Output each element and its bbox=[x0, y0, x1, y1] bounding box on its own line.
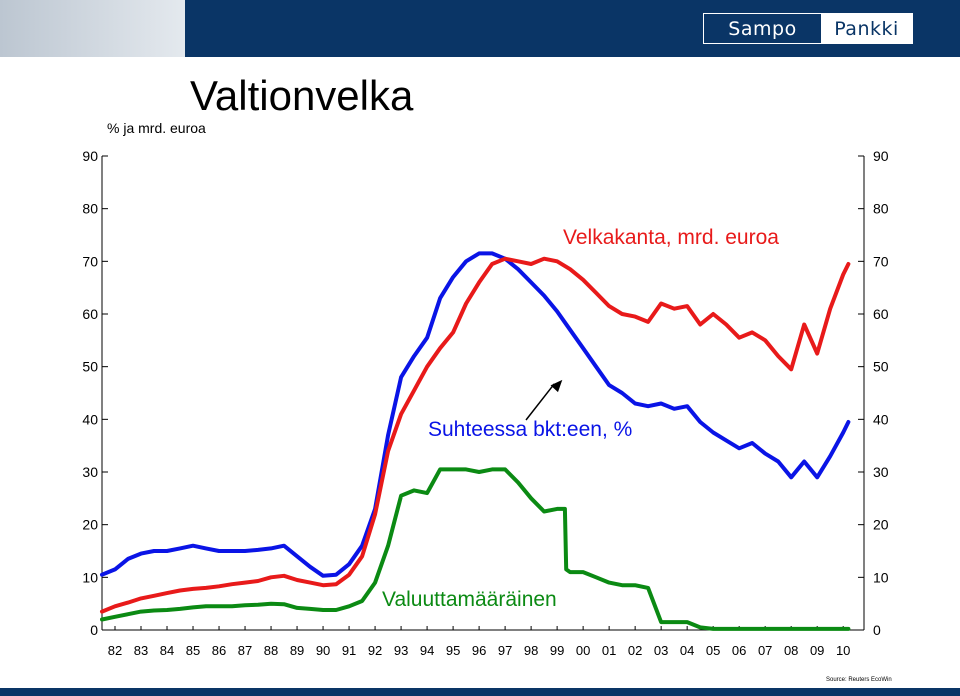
y-tick-label-left: 80 bbox=[82, 201, 98, 217]
header-gradient bbox=[0, 0, 185, 57]
x-tick-label: 92 bbox=[368, 643, 382, 658]
y-tick-label-right: 30 bbox=[873, 464, 889, 480]
y-tick-label-left: 60 bbox=[82, 306, 98, 322]
annotation-layer: Velkakanta, mrd. euroa Suhteessa bkt:een,… bbox=[382, 226, 779, 611]
y-tick-label-right: 80 bbox=[873, 201, 889, 217]
y-tick-label-left: 10 bbox=[82, 569, 98, 585]
logo-pankki-text: Pankki bbox=[821, 14, 912, 43]
y-tick-label-left: 70 bbox=[82, 253, 98, 269]
y-tick-label-left: 30 bbox=[82, 464, 98, 480]
y-tick-label-left: 50 bbox=[82, 359, 98, 375]
x-tick-label: 01 bbox=[602, 643, 616, 658]
x-tick-label: 00 bbox=[576, 643, 590, 658]
x-tick-label: 88 bbox=[264, 643, 278, 658]
x-tick-label: 98 bbox=[524, 643, 538, 658]
x-tick-label: 07 bbox=[758, 643, 772, 658]
y-tick-label-right: 20 bbox=[873, 517, 889, 533]
x-tick-label: 90 bbox=[316, 643, 330, 658]
y-tick-label-right: 40 bbox=[873, 411, 889, 427]
unit-label: % ja mrd. euroa bbox=[107, 120, 206, 136]
x-tick-label: 99 bbox=[550, 643, 564, 658]
x-tick-label: 87 bbox=[238, 643, 252, 658]
x-tick-label: 03 bbox=[654, 643, 668, 658]
x-tick-label: 84 bbox=[160, 643, 174, 658]
x-tick-label: 89 bbox=[290, 643, 304, 658]
x-tick-label: 93 bbox=[394, 643, 408, 658]
x-tick-label: 06 bbox=[732, 643, 746, 658]
footer-bar bbox=[0, 688, 960, 696]
annotation-label-3: Valuuttamääräinen bbox=[382, 588, 557, 611]
x-tick-label: 91 bbox=[342, 643, 356, 658]
series-line-3 bbox=[100, 467, 851, 631]
x-tick-label: 96 bbox=[472, 643, 486, 658]
x-tick-label: 97 bbox=[498, 643, 512, 658]
x-tick-label: 04 bbox=[680, 643, 694, 658]
x-tick-label: 10 bbox=[836, 643, 850, 658]
annotation-arrow-head bbox=[550, 379, 563, 393]
x-tick-label: 08 bbox=[784, 643, 798, 658]
y-tick-label-right: 0 bbox=[873, 622, 881, 638]
y-tick-label-right: 70 bbox=[873, 253, 889, 269]
x-tick-label: 85 bbox=[186, 643, 200, 658]
y-tick-label-right: 50 bbox=[873, 359, 889, 375]
x-tick-label: 95 bbox=[446, 643, 460, 658]
series-layer bbox=[100, 251, 851, 631]
sampo-pankki-logo: Sampo Pankki bbox=[703, 13, 913, 44]
x-tick-label: 09 bbox=[810, 643, 824, 658]
annotation-label-1: Velkakanta, mrd. euroa bbox=[563, 226, 779, 249]
x-tick-label: 02 bbox=[628, 643, 642, 658]
x-tick-label: 94 bbox=[420, 643, 434, 658]
series-line-1 bbox=[100, 251, 851, 578]
logo-sampo-text: Sampo bbox=[704, 14, 821, 43]
x-tick-label: 05 bbox=[706, 643, 720, 658]
y-tick-label-left: 0 bbox=[90, 622, 98, 638]
y-tick-label-left: 40 bbox=[82, 411, 98, 427]
x-tick-label: 83 bbox=[134, 643, 148, 658]
y-tick-label-left: 90 bbox=[82, 148, 98, 164]
y-tick-label-right: 90 bbox=[873, 148, 889, 164]
y-tick-label-right: 10 bbox=[873, 569, 889, 585]
annotation-label-2: Suhteessa bkt:een, % bbox=[428, 418, 632, 441]
y-tick-label-left: 20 bbox=[82, 517, 98, 533]
source-note: Source: Reuters EcoWin bbox=[826, 677, 892, 683]
x-tick-label: 86 bbox=[212, 643, 226, 658]
page-title: Valtionvelka bbox=[190, 72, 414, 119]
series-line-2 bbox=[100, 256, 851, 614]
x-tick-label: 82 bbox=[108, 643, 122, 658]
annotation-arrow-line bbox=[525, 383, 555, 421]
y-tick-label-right: 60 bbox=[873, 306, 889, 322]
